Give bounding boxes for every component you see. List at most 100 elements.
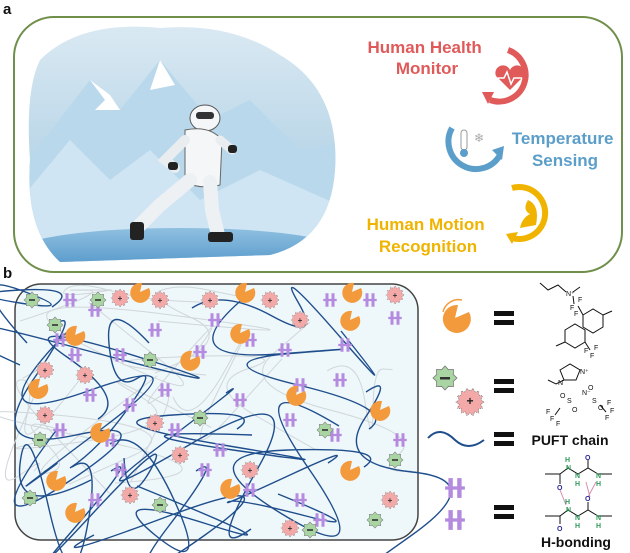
svg-text:O: O: [598, 405, 604, 412]
puft-chain: [232, 401, 372, 537]
svg-text:F: F: [607, 400, 611, 407]
svg-text:N⁺: N⁺: [580, 369, 589, 376]
cation-star-icon: [455, 387, 485, 417]
svg-text:+: +: [83, 371, 88, 380]
cation-star: [35, 360, 55, 380]
svg-text:F: F: [570, 305, 574, 312]
svg-text:F: F: [546, 409, 550, 416]
h-bonding-label: H-bonding: [541, 534, 611, 550]
svg-text:O: O: [557, 485, 563, 492]
app-label-temperature: Temperature Sensing: [512, 129, 618, 170]
background-chain: [30, 375, 158, 474]
cation-pacman: [180, 350, 201, 371]
background-chain: [121, 355, 317, 451]
svg-text:F: F: [590, 353, 594, 360]
cation-pacman: [230, 323, 251, 344]
cation-pacman: [46, 470, 67, 491]
cation-star: [380, 490, 400, 510]
svg-text:H: H: [575, 481, 580, 488]
cation-pacman: [65, 325, 86, 346]
svg-text:O: O: [585, 496, 591, 503]
runner-figure: [130, 104, 237, 242]
svg-text:N: N: [575, 515, 580, 522]
svg-text:+: +: [178, 451, 183, 460]
cation-star: [240, 460, 260, 480]
panel-a-label: a: [3, 1, 12, 18]
svg-text:F: F: [550, 416, 554, 423]
cation-star: [290, 310, 310, 330]
svg-text:+: +: [393, 291, 398, 300]
cation-pacman: [28, 378, 49, 399]
cation-pacman: [370, 400, 391, 421]
svg-text:H: H: [565, 499, 570, 506]
cation-star: [120, 485, 140, 505]
cation-pacman: [130, 282, 151, 303]
flexed-arm-icon: [506, 184, 549, 244]
svg-text:+: +: [298, 316, 303, 325]
cation-star: [170, 445, 190, 465]
svg-text:O: O: [585, 455, 591, 462]
svg-text:F: F: [556, 421, 560, 428]
app-label-motion: Human Motion Recognition: [367, 215, 490, 256]
svg-text:F: F: [574, 311, 578, 318]
svg-text:+: +: [43, 366, 48, 375]
cation-star: [280, 518, 300, 538]
legend-hbond: H N N H O N H O H N N H O N H O H-bondin…: [445, 455, 612, 550]
svg-text:O: O: [560, 393, 566, 400]
legend-chain: PUFT chain: [427, 431, 609, 448]
cation-pacman: [90, 422, 111, 443]
puft-chain: [191, 286, 376, 376]
svg-text:F: F: [584, 348, 588, 355]
background-chain: [0, 411, 183, 485]
svg-text:+: +: [153, 419, 158, 428]
svg-text:F: F: [610, 408, 614, 415]
svg-text:+: +: [128, 491, 133, 500]
legend-cation: N⁺ F F F F F F: [442, 282, 613, 360]
svg-text:S: S: [567, 398, 572, 405]
heart-pulse-icon: [482, 47, 529, 105]
cation-pacman: [286, 385, 307, 406]
background-chain: [154, 286, 237, 374]
cation-star: [150, 290, 170, 310]
puft-chain: [109, 439, 249, 553]
cation-pacman: [65, 502, 86, 523]
svg-text:+: +: [466, 394, 473, 408]
svg-text:F: F: [594, 345, 598, 352]
cation-star: [35, 405, 55, 425]
app-label-health: Human Health Monitor: [367, 38, 486, 78]
svg-text:O: O: [557, 526, 563, 533]
svg-text:+: +: [388, 496, 393, 505]
puft-chain: [0, 327, 200, 420]
svg-text:+: +: [43, 411, 48, 420]
cation-pacman: [340, 310, 361, 331]
ammonium-structure: N⁺ F F F F F F: [539, 282, 613, 360]
cation-pacman: [342, 282, 363, 303]
svg-text:+: +: [208, 296, 213, 305]
puft-chain: [0, 284, 63, 344]
cation-pacman: [220, 478, 241, 499]
cation-star: [75, 365, 95, 385]
ionic-liquid-structure: N⁺ N N⁻ S S O O O O F F F F F F: [546, 363, 614, 428]
svg-text:H: H: [596, 481, 601, 488]
background-chain: [19, 289, 112, 322]
svg-text:H: H: [565, 457, 570, 464]
cation-pacman-icon: [442, 304, 471, 333]
svg-text:N: N: [558, 380, 563, 387]
hbond-pairs-icon: [445, 478, 465, 530]
cation-pacman: [340, 460, 361, 481]
svg-text:N⁻: N⁻: [582, 390, 591, 397]
svg-text:H: H: [575, 523, 580, 530]
cation-star: [260, 290, 280, 310]
svg-text:+: +: [118, 294, 123, 303]
svg-text:F: F: [605, 415, 609, 422]
svg-text:O: O: [572, 407, 578, 414]
legend-ionic-liquid: + N⁺ N N⁻ S S O O O O F F F F F F: [432, 363, 614, 428]
chain-wave-icon: [427, 431, 485, 447]
thermometer-snowflake-icon: ❄: [445, 126, 504, 173]
puft-chain-label: PUFT chain: [531, 432, 608, 448]
cation-star: [145, 413, 165, 433]
cation-star: [110, 288, 130, 308]
puft-chain: [73, 466, 246, 553]
svg-text:+: +: [248, 466, 253, 475]
